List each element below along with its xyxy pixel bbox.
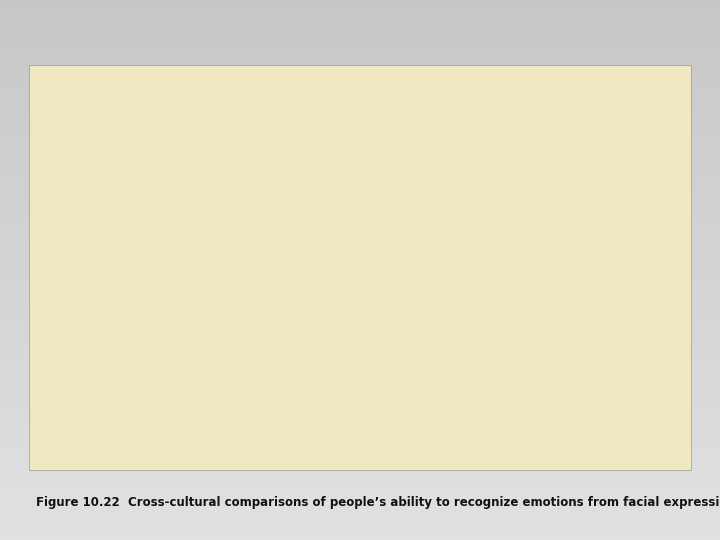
Text: 97: 97 bbox=[366, 311, 380, 321]
Text: 100: 100 bbox=[469, 377, 489, 388]
Text: 92: 92 bbox=[366, 288, 380, 299]
Text: Chile: Chile bbox=[68, 333, 94, 343]
Text: 97: 97 bbox=[472, 288, 486, 299]
Text: Figure 10.22  Cross-cultural comparisons of people’s ability to recognize emotio: Figure 10.22 Cross-cultural comparisons … bbox=[36, 496, 720, 509]
Text: New Guinea: New Guinea bbox=[68, 400, 131, 410]
Text: 54: 54 bbox=[248, 400, 261, 410]
Text: 90: 90 bbox=[366, 377, 380, 388]
Text: Country: Country bbox=[68, 271, 121, 284]
Text: Brazil: Brazil bbox=[68, 311, 97, 321]
Text: 90: 90 bbox=[579, 311, 592, 321]
Text: Fear: Fear bbox=[238, 101, 269, 114]
Text: 92: 92 bbox=[366, 355, 380, 366]
Text: 85: 85 bbox=[248, 288, 261, 299]
Text: United States: United States bbox=[68, 288, 139, 299]
Text: 82: 82 bbox=[472, 400, 486, 410]
Text: 95: 95 bbox=[472, 311, 486, 321]
Text: 94: 94 bbox=[579, 333, 592, 343]
Text: Happiness: Happiness bbox=[443, 101, 516, 114]
Text: Anger: Anger bbox=[564, 101, 606, 114]
Text: Agreement in judging photos (%): Agreement in judging photos (%) bbox=[310, 271, 530, 284]
Text: Argentina: Argentina bbox=[68, 355, 120, 366]
Text: Disgust: Disgust bbox=[347, 101, 400, 114]
Text: 90: 90 bbox=[579, 377, 592, 388]
Text: 68: 68 bbox=[248, 333, 261, 343]
Text: 67: 67 bbox=[579, 288, 592, 299]
Text: 54: 54 bbox=[248, 355, 261, 366]
Text: 50: 50 bbox=[579, 400, 592, 410]
Text: 66: 66 bbox=[248, 377, 261, 388]
Text: 44: 44 bbox=[366, 400, 380, 410]
Text: 98: 98 bbox=[472, 355, 486, 366]
Text: 95: 95 bbox=[472, 333, 486, 343]
Text: Japan: Japan bbox=[68, 377, 97, 388]
Text: © 2007 Thomson Higher Education: © 2007 Thomson Higher Education bbox=[68, 455, 204, 464]
Text: 67: 67 bbox=[248, 311, 261, 321]
Text: 92: 92 bbox=[366, 333, 380, 343]
Text: 90: 90 bbox=[579, 355, 592, 366]
